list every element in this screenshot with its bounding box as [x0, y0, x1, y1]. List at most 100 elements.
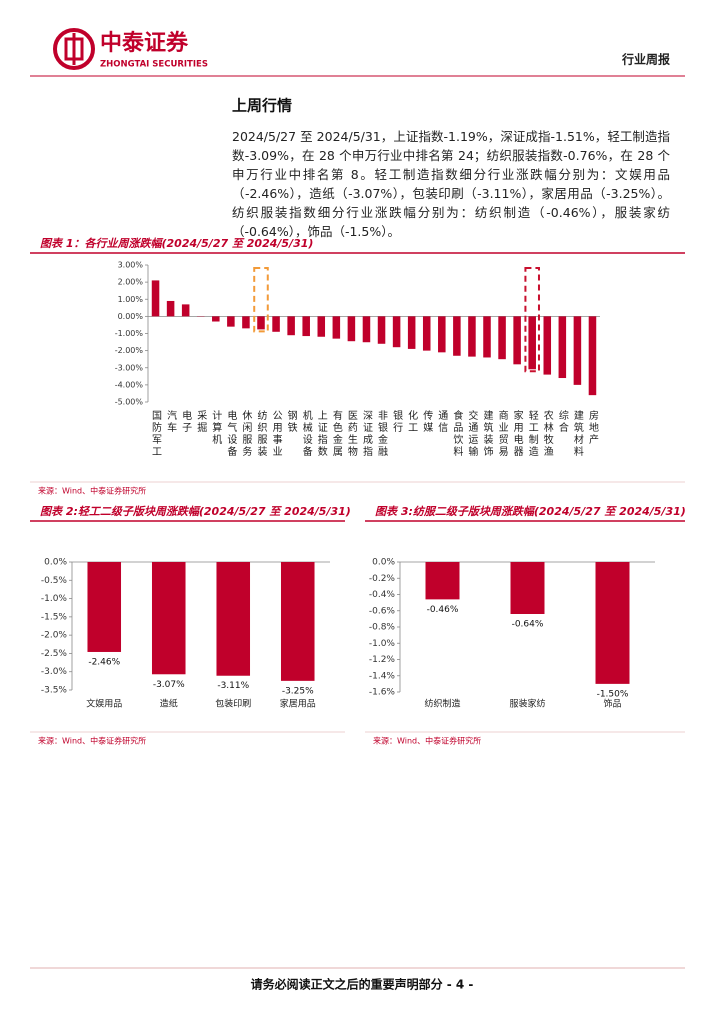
y-tick-label: -0.6% [369, 606, 396, 616]
bar [216, 562, 251, 676]
figure-title: 图表 1：各行业周涨跌幅(2024/5/27 至 2024/5/31) [40, 237, 313, 250]
bar [438, 316, 446, 353]
bar [588, 316, 597, 396]
bar [242, 316, 250, 329]
x-tick-label: 综合 [556, 409, 568, 434]
x-tick-label: 深证成指 [360, 410, 372, 458]
bar [407, 316, 416, 349]
bar [528, 316, 536, 370]
y-tick-label: -1.00% [115, 329, 144, 338]
x-tick-label: 交通运输 [466, 409, 478, 458]
highlight-box [253, 267, 269, 333]
x-tick-label: 钢铁 [285, 409, 297, 434]
bar [287, 316, 295, 336]
highlight-box [524, 267, 540, 373]
x-tick-label: 机械设备 [300, 409, 312, 458]
y-tick-label: -3.0% [41, 667, 68, 677]
value-label: -2.46% [88, 657, 120, 667]
y-tick-label: -2.00% [115, 346, 144, 355]
report-type: 行业周报 [621, 52, 670, 67]
logo-cn: 中泰证券 [100, 30, 189, 56]
bar [280, 562, 315, 681]
bar [181, 304, 190, 317]
y-tick-label: -0.4% [369, 590, 396, 600]
y-tick-label: -0.2% [369, 574, 396, 584]
x-tick-label: 通信 [436, 410, 448, 434]
x-tick-label: 计算机 [210, 409, 222, 446]
bar [87, 562, 122, 652]
x-tick-label: 商业贸易 [496, 409, 508, 458]
x-tick-label: 采掘 [195, 410, 207, 434]
bar [347, 316, 356, 342]
x-tick-label: 家居用品 [280, 698, 316, 710]
y-tick-label: 0.0% [44, 558, 67, 568]
x-tick-label: 建筑材料 [571, 409, 583, 458]
value-label: -0.64% [512, 620, 544, 630]
y-tick-label: 3.00% [118, 261, 144, 270]
x-tick-label: 服装家纺 [509, 698, 545, 710]
y-tick-label: 1.00% [118, 295, 144, 304]
x-tick-label: 食品饮料 [451, 409, 463, 458]
bar [595, 562, 630, 684]
y-tick-label: -0.5% [41, 576, 68, 586]
y-tick-label: 0.00% [118, 312, 144, 321]
bar [573, 316, 582, 385]
value-label: -1.50% [597, 689, 629, 699]
value-label: -0.46% [427, 605, 459, 615]
y-tick-label: -4.00% [115, 380, 144, 389]
bar [332, 316, 341, 339]
bar [425, 562, 460, 600]
y-tick-label: -5.00% [115, 398, 144, 407]
bar [483, 316, 491, 358]
bar [377, 316, 386, 344]
logo-ring [53, 28, 95, 70]
x-tick-label: 公用事业 [270, 410, 282, 458]
figure-source: 来源：Wind、中泰证券研究所 [38, 486, 146, 496]
logo-en: ZHONGTAI SECURITIES [100, 60, 208, 70]
x-tick-label: 传媒 [421, 410, 433, 434]
x-tick-label: 造纸 [160, 698, 178, 710]
paragraph: 2024/5/27 至 2024/5/31，上证指数-1.19%，深证成指-1.… [232, 129, 670, 239]
x-tick-label: 饰品 [603, 698, 621, 710]
x-tick-label: 医药生物 [345, 410, 357, 458]
x-tick-label: 纺织制造 [424, 698, 460, 710]
x-tick-label: 休闲服务 [240, 410, 252, 458]
bar [513, 316, 521, 365]
x-tick-label: 建筑装饰 [481, 409, 493, 458]
bar [227, 316, 235, 327]
x-tick-label: 国防军工 [150, 410, 162, 458]
value-label: -3.11% [217, 681, 249, 691]
figure-source: 来源：Wind、中泰证券研究所 [38, 736, 146, 746]
bar [302, 316, 310, 337]
section-title: 上周行情 [232, 97, 292, 115]
y-tick-label: -2.0% [41, 631, 68, 641]
value-label: -3.25% [282, 686, 314, 696]
y-tick-label: -2.5% [41, 649, 68, 659]
y-tick-label: 0.0% [372, 558, 395, 568]
logo [53, 28, 95, 70]
bar [510, 562, 545, 614]
y-tick-label: -3.5% [41, 686, 68, 696]
bar [558, 316, 567, 379]
figure-source: 来源：Wind、中泰证券研究所 [373, 736, 481, 746]
y-tick-label: -1.2% [369, 655, 396, 665]
x-tick-label: 农林牧渔 [541, 409, 553, 458]
x-tick-label: 化工 [406, 409, 418, 434]
x-tick-label: 银行 [391, 409, 403, 434]
bar [257, 316, 265, 330]
bar [212, 316, 220, 322]
y-tick-label: -1.0% [369, 639, 396, 649]
x-tick-label: 纺织服装 [255, 409, 267, 458]
bar [166, 300, 175, 317]
figure-title: 图表 2:轻工二级子版块周涨跌幅(2024/5/27 至 2024/5/31) [40, 505, 351, 518]
x-tick-label: 轻工制造 [526, 409, 538, 458]
x-tick-label: 包装印刷 [215, 698, 251, 710]
y-tick-label: 2.00% [118, 278, 144, 287]
x-tick-label: 文娱用品 [86, 698, 122, 710]
bar [272, 316, 280, 332]
bar [362, 316, 371, 343]
figure-title: 图表 3:纺服二级子版块周涨跌幅(2024/5/27 至 2024/5/31) [375, 505, 686, 518]
y-tick-label: -3.00% [115, 363, 144, 372]
